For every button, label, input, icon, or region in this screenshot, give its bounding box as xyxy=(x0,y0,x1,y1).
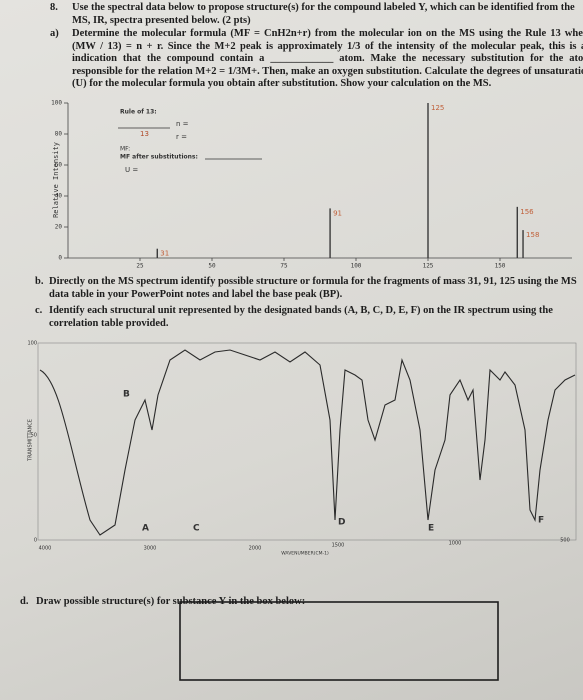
peak xyxy=(427,103,429,258)
x-tick-label: 150 xyxy=(495,263,506,270)
part-d: d. Draw possible structure(s) for substa… xyxy=(20,596,436,609)
question: 8. Use the spectral data below to propos… xyxy=(50,2,583,27)
u-label: U = xyxy=(125,166,138,174)
ir-x-tick: 4000 xyxy=(39,546,52,552)
y-tick-label: 0 xyxy=(58,255,62,262)
ms-y-label: Relative Intensity xyxy=(52,142,60,218)
ir-chart: 100 50 0 TRANSMITTANCE 4000 3000 2000 15… xyxy=(27,341,577,557)
ir-x-tick: 1000 xyxy=(449,541,462,547)
y-tick-label: 40 xyxy=(55,193,63,200)
part-d-label: d. xyxy=(20,596,29,607)
y-tick-label: 60 xyxy=(55,162,63,169)
question-number: 8. xyxy=(50,2,58,13)
peak-label: 125 xyxy=(431,104,444,112)
part-b: b. Directly on the MS spectrum identify … xyxy=(35,276,583,301)
y-tick-label: 20 xyxy=(55,224,63,231)
ir-x-tick: 1500 xyxy=(332,543,345,549)
part-a: a) Determine the molecular formula (MF =… xyxy=(50,28,583,91)
ir-x-label: WAVENUMBER(CM-1) xyxy=(281,551,329,557)
band-label: F xyxy=(538,516,544,526)
y-tick-label: 80 xyxy=(55,131,63,138)
answer-box xyxy=(179,601,499,681)
mf-sub-label: MF after substitutions: xyxy=(120,154,198,161)
peak xyxy=(522,230,524,258)
divisor: 13 xyxy=(140,130,149,138)
n-label: n = xyxy=(176,120,189,128)
ir-trace xyxy=(39,349,576,536)
mf-label: MF: xyxy=(120,146,130,153)
x-tick-label: 100 xyxy=(351,263,362,270)
band-label: E xyxy=(428,524,434,534)
ms-chart: 0 20 40 60 80 100 25 50 75 100 125 150 31 91 125 156 158 xyxy=(51,100,572,270)
ir-y-tick: 50 xyxy=(31,433,37,439)
ir-x-tick: 2000 xyxy=(249,546,262,552)
ir-y-tick: 0 xyxy=(34,538,37,544)
part-a-label: a) xyxy=(50,28,59,39)
question-text: Use the spectral data below to propose s… xyxy=(72,2,575,26)
band-label: B xyxy=(123,390,130,400)
r-label: r = xyxy=(176,133,187,141)
peak-label: 156 xyxy=(520,208,534,216)
peak-label: 91 xyxy=(333,209,342,217)
ir-x-tick: 3000 xyxy=(144,546,157,552)
part-d-text: Draw possible structure(s) for substance… xyxy=(36,596,306,607)
peak-label: 31 xyxy=(160,250,169,258)
ir-y-tick: 100 xyxy=(27,341,37,347)
x-tick-label: 50 xyxy=(208,263,216,270)
ir-frame xyxy=(37,342,577,541)
band-label: D xyxy=(338,518,345,528)
band-label: A xyxy=(142,524,149,534)
ir-y-label: TRANSMITTANCE xyxy=(28,419,34,462)
peak xyxy=(156,248,158,258)
peak-label: 158 xyxy=(526,231,539,239)
part-c-text: Identify each structural unit represente… xyxy=(49,305,553,329)
ir-x-tick: 500 xyxy=(560,538,570,544)
peak xyxy=(329,208,331,258)
part-c-label: c. xyxy=(35,305,43,316)
y-tick-label: 100 xyxy=(51,100,62,107)
x-tick-label: 75 xyxy=(280,263,288,270)
part-b-text: Directly on the MS spectrum identify pos… xyxy=(49,276,577,300)
part-c: c. Identify each structural unit represe… xyxy=(35,305,583,330)
part-a-text: Determine the molecular formula (MF = Cn… xyxy=(72,28,583,90)
band-label: C xyxy=(193,524,200,534)
part-b-label: b. xyxy=(35,276,44,287)
x-tick-label: 125 xyxy=(423,263,434,270)
peak xyxy=(516,206,518,258)
x-tick-label: 25 xyxy=(136,263,144,270)
rule-title: Rule of 13: xyxy=(120,109,157,116)
